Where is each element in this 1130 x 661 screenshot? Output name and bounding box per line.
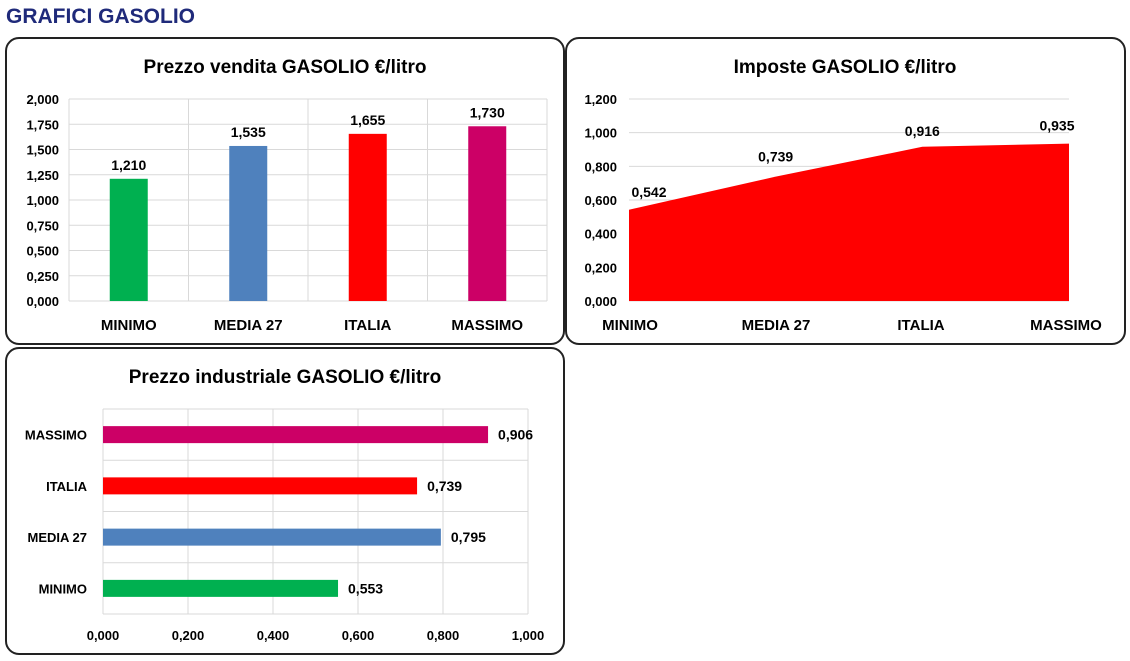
y-tick-label: 1,000 (26, 193, 59, 208)
x-tick-label: ITALIA (897, 317, 944, 334)
chart-title: Imposte GASOLIO €/litro (734, 57, 957, 78)
data-label: 1,730 (470, 104, 505, 120)
data-label: 1,655 (350, 112, 385, 128)
x-tick-label: 0,000 (87, 628, 120, 643)
x-tick-label: MINIMO (101, 317, 157, 334)
data-label: 0,739 (427, 478, 462, 494)
y-tick-label: 0,000 (26, 294, 59, 309)
x-tick-label: MEDIA 27 (214, 317, 283, 334)
y-tick-label: 1,750 (26, 117, 59, 132)
x-tick-label: 1,000 (512, 628, 545, 643)
chart-panel-prezzo-vendita: Prezzo vendita GASOLIO €/litro 0,000 0,25… (5, 37, 565, 345)
chart-panel-imposte: Imposte GASOLIO €/litro 0,000 0,200 0,400 0… (565, 37, 1126, 345)
bar (103, 579, 339, 597)
x-tick-label: 0,400 (257, 628, 290, 643)
x-tick-label: MASSIMO (451, 317, 523, 334)
y-tick-label: 0,000 (584, 294, 617, 309)
data-label: 0,739 (758, 149, 793, 165)
bar (103, 426, 489, 444)
x-tick-label: 0,800 (427, 628, 460, 643)
y-tick-label: MEDIA 27 (28, 530, 87, 545)
data-label: 0,916 (905, 123, 940, 139)
chart-prezzo-vendita: Prezzo vendita GASOLIO €/litro 0,000 0,25… (26, 57, 548, 334)
y-tick-label: 1,500 (26, 143, 59, 158)
x-tick-label: 0,600 (342, 628, 375, 643)
y-tick-label: MASSIMO (25, 428, 87, 443)
y-tick-label: 0,400 (584, 227, 617, 242)
chart-prezzo-industriale: Prezzo industriale GASOLIO €/litro 0,000… (25, 367, 545, 643)
chart-panel-prezzo-industriale: Prezzo industriale GASOLIO €/litro 0,000… (5, 347, 565, 655)
chart-title: Prezzo industriale GASOLIO €/litro (129, 367, 442, 388)
bar (109, 178, 148, 301)
y-tick-label: 1,000 (584, 126, 617, 141)
y-tick-label: MINIMO (39, 581, 87, 596)
x-tick-label: MEDIA 27 (742, 317, 811, 334)
x-tick-label: MINIMO (602, 317, 658, 334)
y-tick-label: 0,800 (584, 159, 617, 174)
data-label: 0,906 (498, 427, 533, 443)
bar (468, 126, 507, 302)
bar (229, 145, 268, 301)
data-label: 1,210 (111, 157, 146, 173)
page-title: GRAFICI GASOLIO (6, 5, 195, 28)
y-tick-label: 1,200 (584, 92, 617, 107)
data-label: 0,553 (348, 580, 383, 596)
bar (103, 528, 441, 546)
x-tick-label: 0,200 (172, 628, 205, 643)
chart-title: Prezzo vendita GASOLIO €/litro (144, 57, 427, 78)
y-tick-label: 0,500 (26, 244, 59, 259)
data-label: 0,542 (631, 184, 666, 200)
y-tick-label: ITALIA (46, 479, 88, 494)
chart-imposte: Imposte GASOLIO €/litro 0,000 0,200 0,400 0… (584, 57, 1102, 334)
bar (103, 477, 418, 495)
y-tick-label: 0,750 (26, 218, 59, 233)
y-tick-label: 0,600 (584, 193, 617, 208)
data-label: 0,795 (451, 529, 486, 545)
y-tick-label: 1,250 (26, 168, 59, 183)
data-label: 1,535 (231, 124, 266, 140)
y-tick-label: 2,000 (26, 92, 59, 107)
y-tick-label: 0,200 (584, 260, 617, 275)
x-tick-label: ITALIA (344, 317, 391, 334)
bar (348, 133, 387, 301)
data-label: 0,935 (1039, 118, 1074, 134)
y-tick-label: 0,250 (26, 269, 59, 284)
area-series (629, 143, 1069, 301)
x-tick-label: MASSIMO (1030, 317, 1102, 334)
